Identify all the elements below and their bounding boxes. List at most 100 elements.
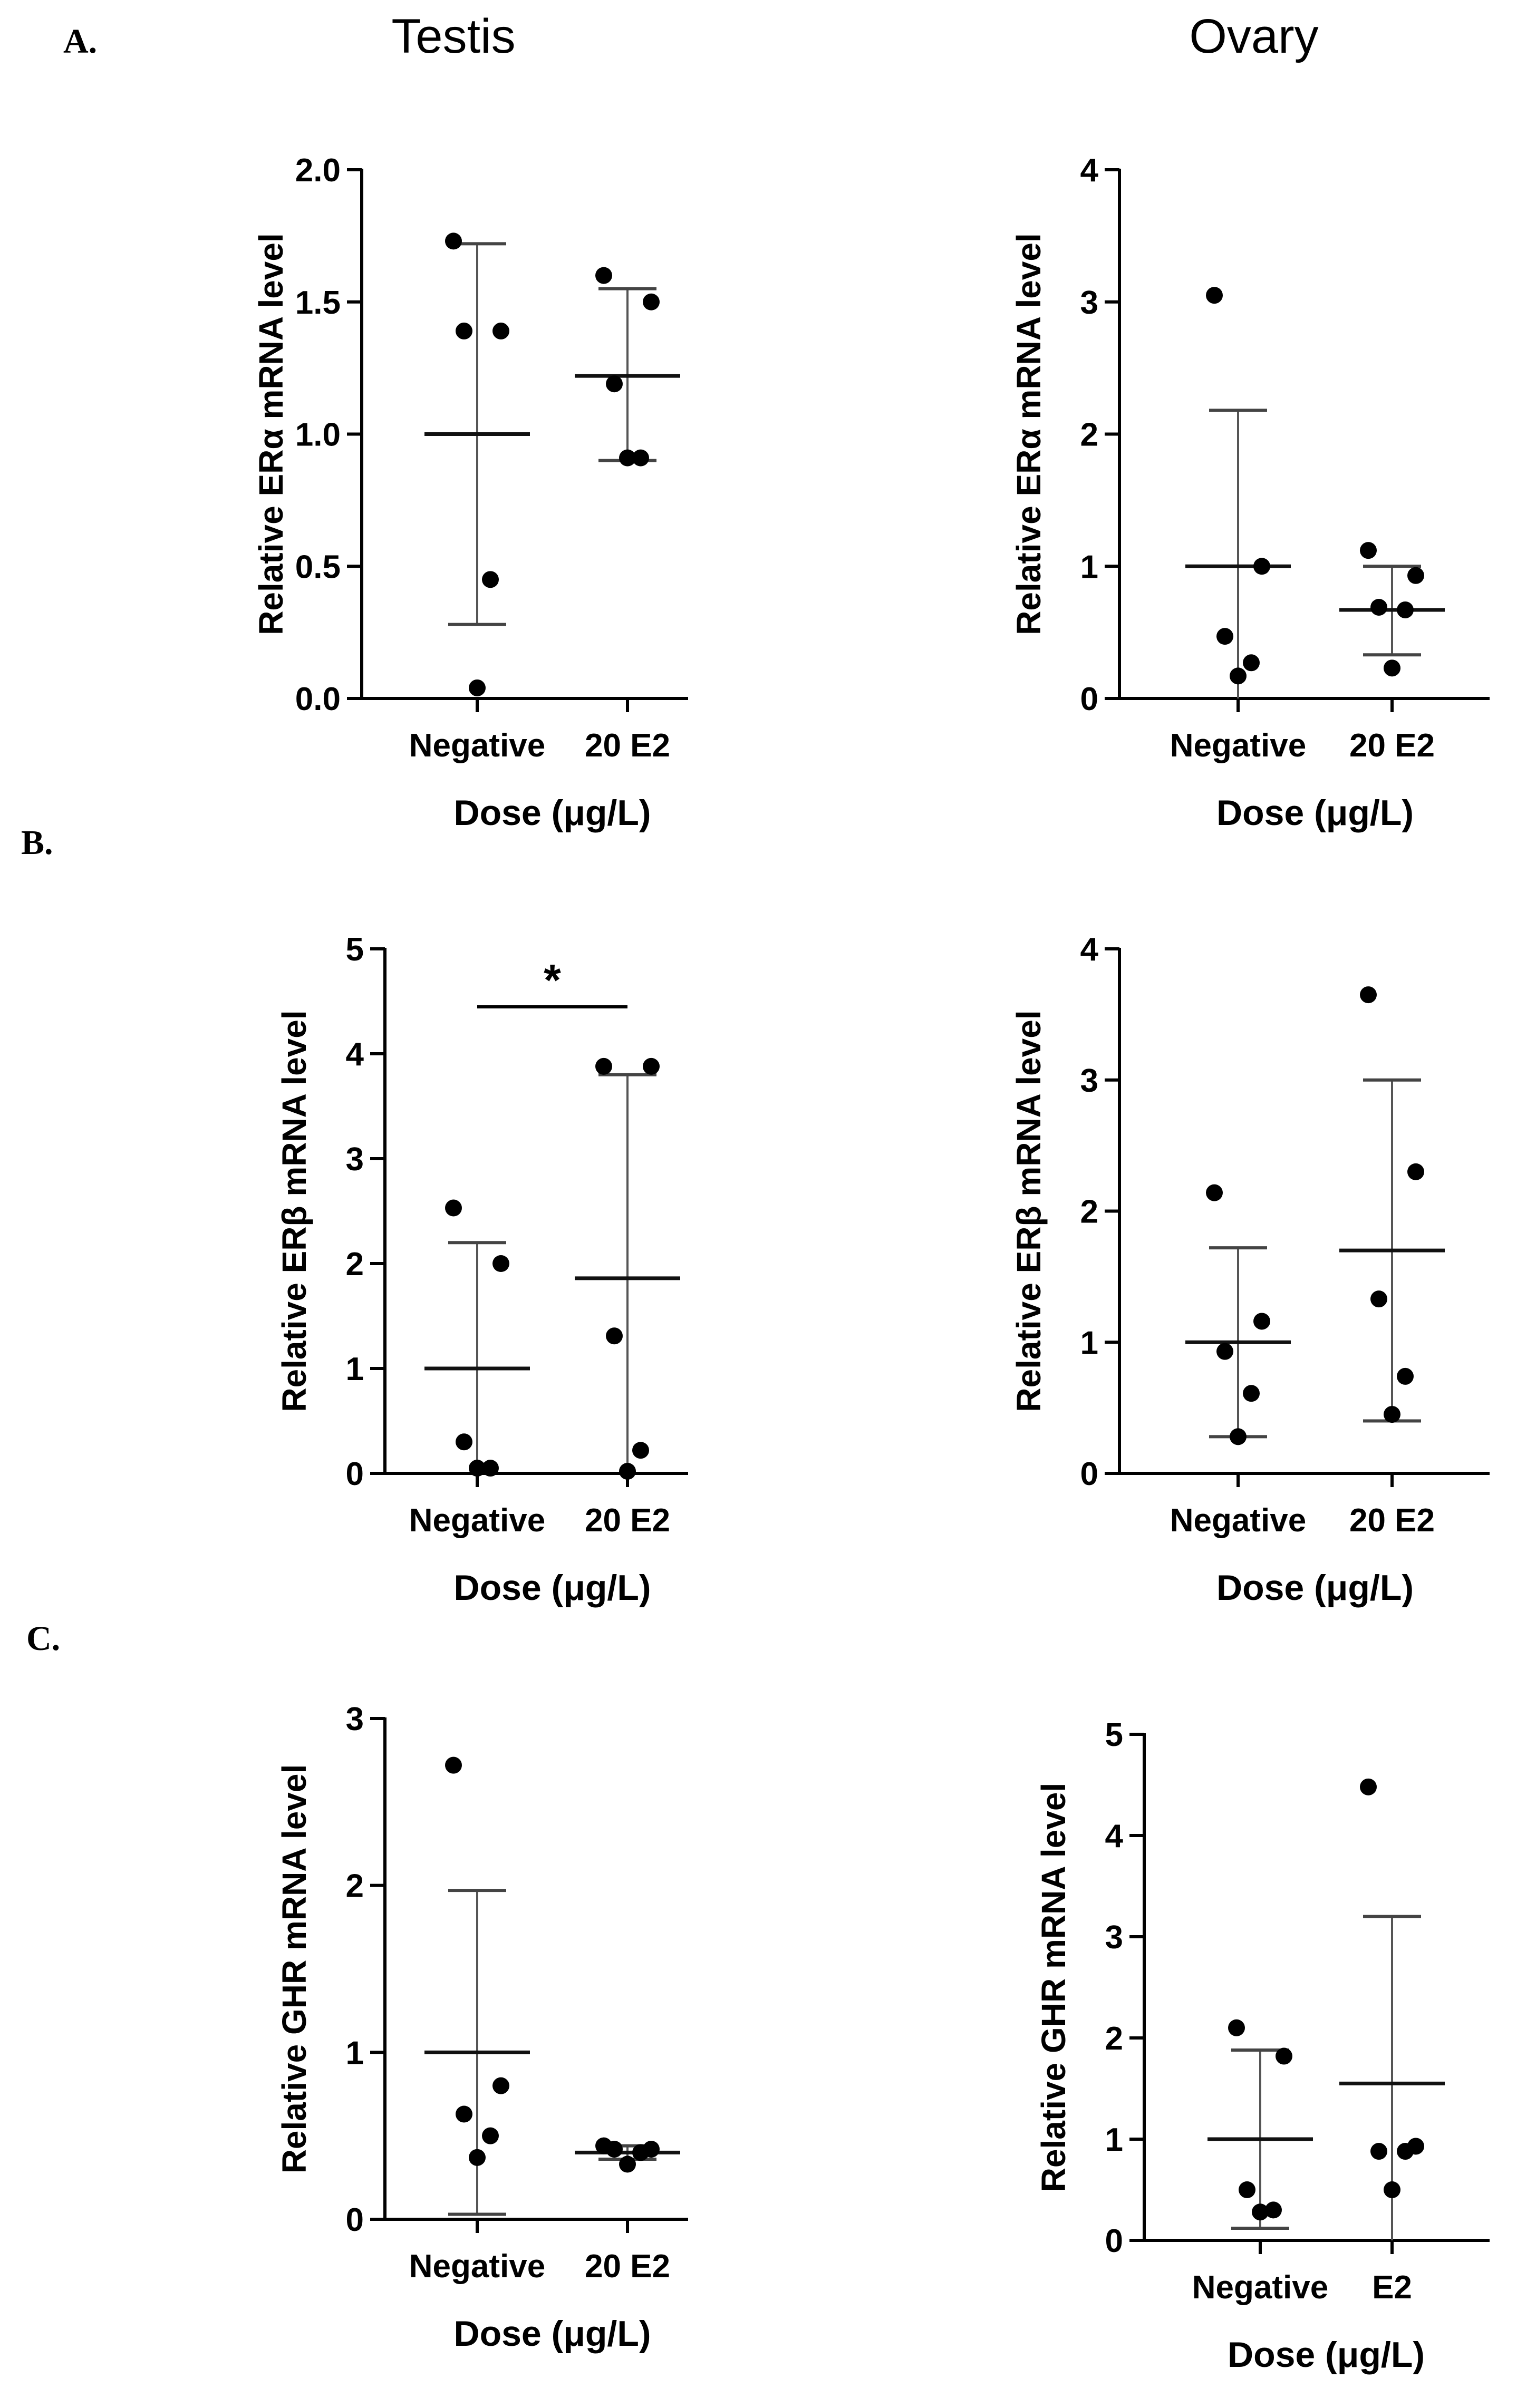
data-point	[1216, 1343, 1233, 1360]
data-point	[469, 1460, 486, 1477]
data-point	[1243, 1385, 1260, 1402]
data-point	[1265, 2201, 1282, 2219]
x-category-label: Negative	[1170, 727, 1306, 764]
y-axis-title: Relative ERβ mRNA level	[1010, 1010, 1048, 1412]
data-point	[482, 571, 499, 588]
data-point	[1384, 2181, 1400, 2198]
data-point	[1360, 1778, 1377, 1795]
data-point	[1370, 1290, 1387, 1308]
data-point	[492, 322, 509, 339]
y-tick-label: 5	[346, 931, 364, 968]
y-tick-label: 3	[346, 1141, 364, 1178]
x-category-label: 20 E2	[1349, 727, 1435, 764]
y-tick-label: 1.5	[295, 285, 341, 321]
y-tick-label: 3	[1105, 1919, 1123, 1956]
series-20-e2	[575, 1057, 680, 1480]
x-axis-title: Dose (μg/L)	[1216, 1568, 1414, 1608]
panel-letter-b: B.	[21, 823, 53, 862]
data-point	[1216, 628, 1233, 645]
chart-b-ovary: 0 1 2 3 4 Negative 20 E2 Dose (μg/L) Relative ER…	[1010, 931, 1490, 1608]
data-point	[1230, 1428, 1247, 1445]
y-tick-label: 1	[1080, 549, 1098, 585]
x-category-label: 20 E2	[585, 2248, 670, 2285]
x-category-label: E2	[1372, 2269, 1412, 2306]
data-point	[1370, 598, 1387, 616]
data-point	[1407, 1163, 1424, 1180]
y-tick-label: 2	[1080, 417, 1098, 453]
series-negative	[424, 1756, 530, 2216]
data-point	[1228, 2019, 1245, 2036]
data-point	[1397, 601, 1414, 618]
x-category-label: Negative	[1192, 2269, 1328, 2306]
x-axis-title: Dose (μg/L)	[1228, 2335, 1425, 2375]
y-tick-label: 4	[1080, 931, 1099, 968]
column-title-testis: Testis	[391, 9, 515, 63]
y-tick-label: 2	[346, 1868, 364, 1905]
x-category-label: Negative	[409, 727, 545, 764]
y-axis-title: Relative GHR mRNA level	[1035, 1783, 1073, 2192]
data-point	[595, 267, 612, 284]
x-category-label: Negative	[409, 2248, 545, 2285]
data-point	[1407, 567, 1424, 584]
data-point	[643, 1057, 660, 1075]
data-point	[1276, 2047, 1292, 2065]
x-category-label: Negative	[1170, 1502, 1306, 1539]
y-tick-label: 1	[1080, 1325, 1098, 1361]
series-20-e2	[575, 267, 680, 467]
data-point	[445, 232, 462, 250]
x-category-label: 20 E2	[585, 1502, 670, 1539]
data-point	[482, 2127, 499, 2144]
y-tick-label: 1	[346, 1351, 364, 1387]
data-point	[619, 1463, 636, 1480]
series-negative	[424, 232, 530, 696]
panel-letter-a: A.	[63, 22, 97, 61]
data-point	[482, 1460, 499, 1477]
data-point	[445, 1756, 462, 1774]
y-tick-label: 3	[1080, 285, 1098, 321]
data-point	[1397, 2143, 1414, 2160]
data-point	[456, 322, 472, 339]
y-tick-label: 0	[1105, 2223, 1123, 2259]
y-tick-label: 3	[1080, 1063, 1098, 1099]
y-tick-label: 4	[1105, 1818, 1124, 1854]
data-point	[1384, 659, 1400, 677]
chart-b-testis: 0 1 2 3 4 5 Negative 20 E2 Dose (μg/L) Relative E…	[275, 931, 688, 1608]
x-category-label: Negative	[409, 1502, 545, 1539]
y-tick-label: 1	[1105, 2122, 1123, 2158]
series-20-e2	[1339, 986, 1445, 1423]
data-point	[595, 1057, 612, 1075]
y-tick-label: 0	[346, 1456, 364, 1492]
data-point	[456, 2105, 472, 2123]
data-point	[1370, 2143, 1387, 2160]
data-point	[1397, 1367, 1414, 1385]
data-point	[492, 2077, 509, 2094]
y-tick-label: 5	[1105, 1717, 1123, 1753]
column-title-ovary: Ovary	[1189, 9, 1318, 63]
chart-c-testis: 0 1 2 3 Negative 20 E2 Dose (μg/L) Relative GHR…	[275, 1701, 688, 2354]
y-tick-label: 0.0	[295, 681, 341, 717]
x-axis-title: Dose (μg/L)	[453, 1568, 651, 1608]
data-point	[492, 1255, 509, 1272]
data-point	[469, 2149, 486, 2166]
data-point	[606, 375, 623, 393]
data-point	[1253, 1313, 1270, 1330]
data-point	[606, 2141, 623, 2158]
panel-letter-c: C.	[26, 1619, 60, 1658]
x-category-label: 20 E2	[1349, 1502, 1435, 1539]
y-tick-label: 3	[346, 1701, 364, 1737]
data-point	[606, 1327, 623, 1345]
y-tick-label: 1	[346, 2035, 364, 2071]
data-point	[1206, 1184, 1223, 1201]
data-point	[445, 1199, 462, 1217]
data-point	[643, 293, 660, 310]
data-point	[1360, 986, 1377, 1004]
y-tick-label: 4	[346, 1036, 364, 1073]
y-axis-title: Relative GHR mRNA level	[275, 1764, 313, 2174]
series-negative	[1185, 1184, 1291, 1445]
data-point	[619, 2155, 636, 2173]
significance-marker: *	[544, 955, 561, 1005]
y-tick-label: 2	[346, 1246, 364, 1283]
data-point	[632, 449, 649, 467]
x-axis-title: Dose (μg/L)	[453, 2314, 651, 2354]
